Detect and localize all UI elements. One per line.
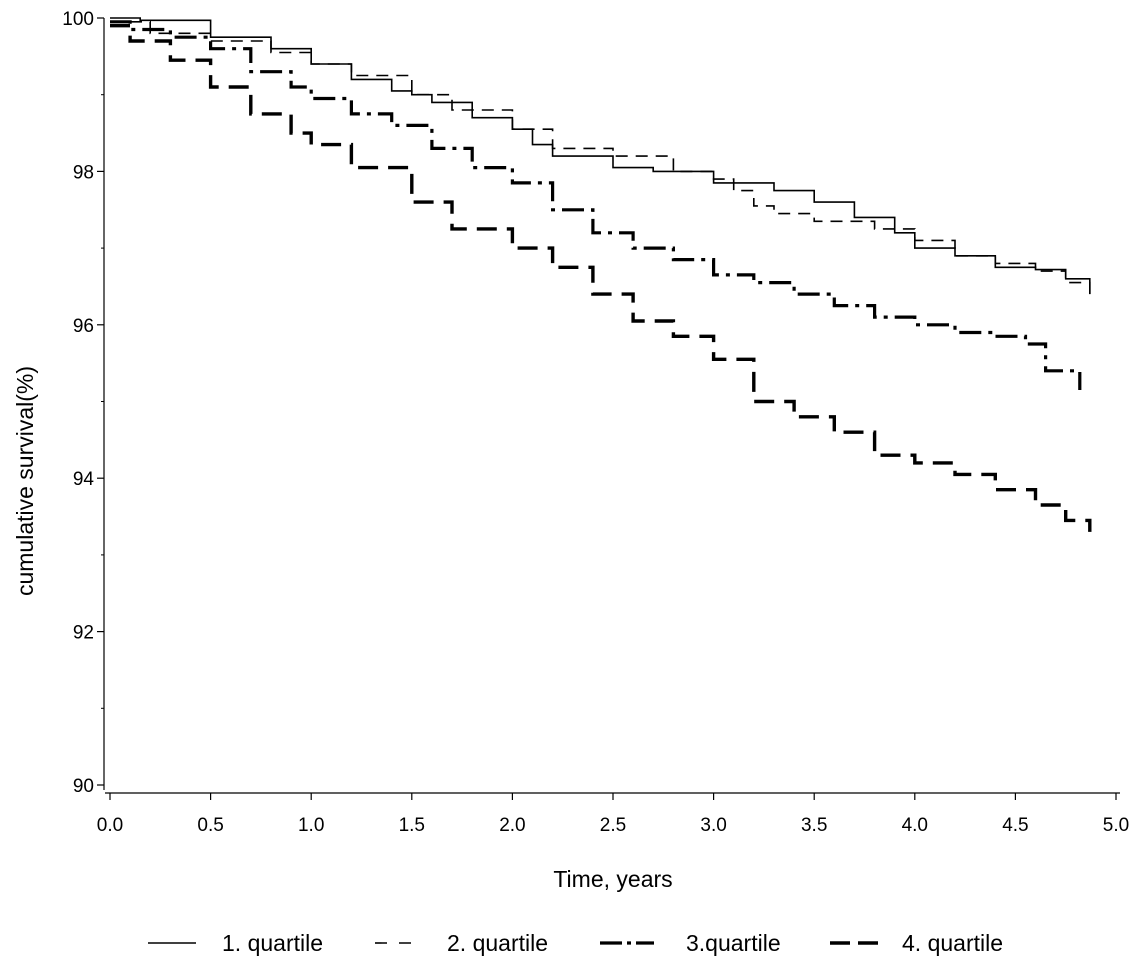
legend-label-q1: 1. quartile — [222, 930, 323, 956]
x-tick-label: 5.0 — [1103, 815, 1129, 836]
y-axis: 90 92 94 96 98 100 — [62, 9, 105, 797]
y-axis-label: cumulative survival(%) — [12, 366, 38, 596]
y-tick-label: 98 — [73, 162, 94, 183]
x-tick-label: 1.0 — [298, 815, 324, 836]
legend-label-q4: 4. quartile — [902, 930, 1003, 956]
legend: 1. quartile 2. quartile 3.quartile 4. quart… — [148, 930, 1003, 956]
legend-label-q2: 2. quartile — [447, 930, 548, 956]
x-axis-label: Time, years — [553, 866, 672, 892]
x-tick-label: 4.5 — [1002, 815, 1028, 836]
y-tick-label: 90 — [73, 776, 94, 797]
x-tick-label: 4.0 — [902, 815, 928, 836]
y-tick-label: 96 — [73, 316, 94, 337]
x-axis: 0.0 0.5 1.0 1.5 2.0 2.5 3.0 3.5 4.0 4.5 5.0 — [97, 792, 1129, 836]
x-tick-label: 0.0 — [97, 815, 123, 836]
series-line-q2 — [110, 21, 1091, 302]
legend-label-q3: 3.quartile — [686, 930, 781, 956]
x-tick-label: 3.0 — [700, 815, 726, 836]
x-tick-label: 1.5 — [399, 815, 425, 836]
x-tick-label: 0.5 — [197, 815, 223, 836]
x-tick-label: 2.5 — [600, 815, 626, 836]
y-tick-label: 100 — [62, 9, 94, 30]
x-tick-label: 2.0 — [499, 815, 525, 836]
y-tick-label: 92 — [73, 623, 94, 644]
series-line-q4 — [110, 24, 1092, 532]
x-tick-label: 3.5 — [801, 815, 827, 836]
series-line-q1 — [110, 17, 1091, 295]
y-tick-label: 94 — [73, 469, 95, 490]
series-line-q3 — [110, 20, 1082, 390]
series-lines — [110, 17, 1092, 532]
